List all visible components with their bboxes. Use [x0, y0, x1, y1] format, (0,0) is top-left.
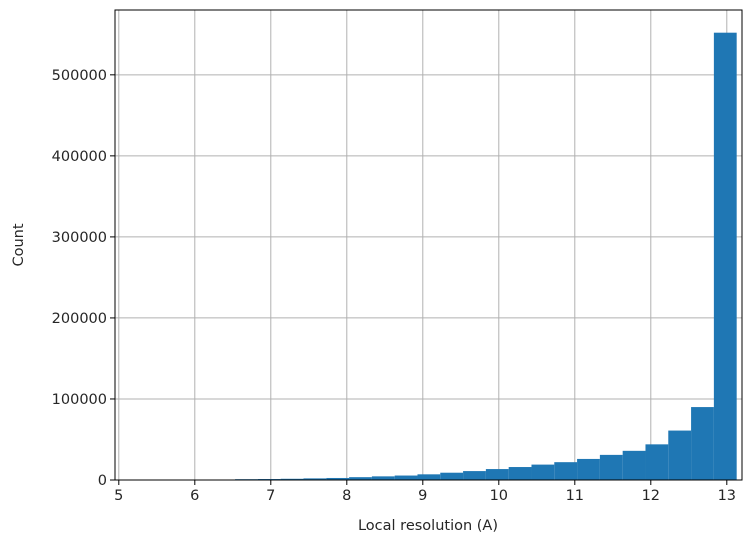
histogram-bar — [417, 474, 440, 480]
x-tick-label: 11 — [566, 488, 584, 504]
y-tick-label: 500000 — [52, 68, 107, 84]
y-axis-label: Count — [11, 223, 27, 266]
histogram-bar — [691, 407, 714, 480]
histogram-bar — [600, 455, 623, 480]
y-tick-label: 100000 — [52, 392, 107, 408]
x-tick-label: 12 — [642, 488, 660, 504]
bars-layer — [189, 33, 736, 480]
x-tick-label: 10 — [490, 488, 508, 504]
x-tick-label: 13 — [718, 488, 736, 504]
histogram-bar — [486, 469, 509, 480]
frame-layer — [115, 10, 742, 480]
histogram-bar — [531, 465, 554, 480]
x-tick-label: 7 — [266, 488, 275, 504]
y-tick-label: 0 — [98, 473, 107, 489]
histogram-bar — [395, 476, 418, 480]
y-tick-label: 400000 — [52, 149, 107, 165]
histogram-bar — [714, 33, 737, 480]
y-tick-label: 200000 — [52, 311, 107, 327]
ticks-layer: 5 6 7 8 9 10 11 12 13 0 100000 200000 300000 400000 50… — [52, 68, 736, 504]
histogram-bar — [577, 459, 600, 480]
histogram-bar — [463, 471, 486, 480]
histogram-bar — [554, 462, 577, 480]
grid-layer — [115, 10, 742, 480]
plot-frame — [115, 10, 742, 480]
x-tick-label: 5 — [114, 488, 123, 504]
histogram-bar — [372, 476, 395, 480]
histogram-bar — [645, 444, 668, 480]
x-tick-label: 6 — [190, 488, 199, 504]
histogram-bar — [668, 431, 691, 480]
x-tick-label: 9 — [418, 488, 427, 504]
x-tick-label: 8 — [342, 488, 351, 504]
histogram-bar — [440, 473, 463, 480]
y-tick-label: 300000 — [52, 230, 107, 246]
histogram-bar — [623, 451, 646, 480]
x-axis-label: Local resolution (A) — [358, 518, 498, 534]
histogram-bar — [509, 467, 532, 480]
